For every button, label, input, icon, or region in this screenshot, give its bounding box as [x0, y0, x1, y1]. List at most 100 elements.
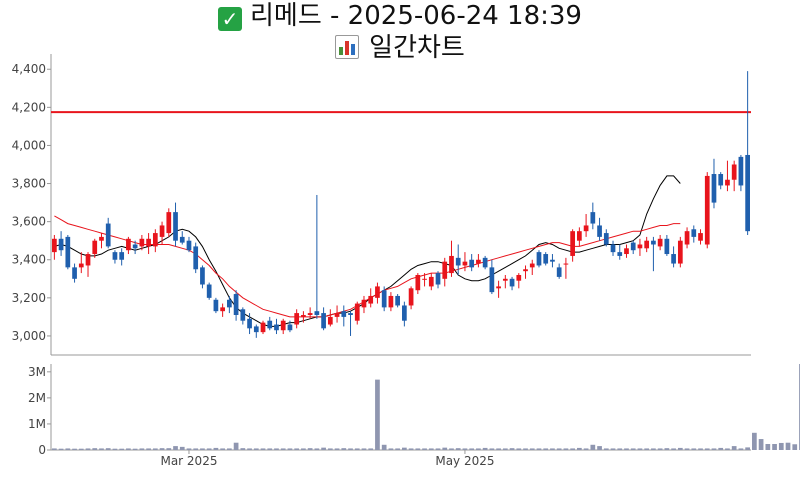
volume-bar: [489, 448, 495, 450]
volume-bar: [395, 448, 400, 450]
volume-bar: [327, 448, 333, 450]
volume-bar: [617, 448, 623, 450]
candle-body: [704, 175, 710, 245]
price-y-tick-label: 4,200: [12, 100, 46, 114]
candle-body: [408, 288, 414, 306]
volume-bar: [173, 446, 178, 450]
candle-body: [361, 299, 367, 308]
volume-bar: [758, 439, 764, 450]
volume-bar: [132, 448, 138, 450]
volume-bar: [233, 442, 239, 450]
candle-body: [220, 307, 225, 312]
candle-body: [307, 313, 313, 315]
candle-body: [556, 267, 562, 277]
volume-bar: [476, 448, 481, 450]
candle-body: [58, 238, 64, 251]
candle-body: [334, 313, 340, 317]
price-y-tick-label: 4,000: [12, 138, 46, 152]
candle-body: [536, 252, 542, 266]
volume-bar: [785, 442, 791, 450]
volume-bar: [725, 448, 730, 450]
volume-bar: [624, 448, 629, 450]
title-text: 리메드 - 2025-06-24 18:39: [250, 1, 582, 31]
volume-bar: [664, 448, 670, 450]
candle-body: [422, 278, 427, 280]
candle-body: [348, 313, 353, 315]
volume-bar: [186, 448, 192, 450]
volume-bar: [78, 448, 84, 450]
candle-body: [159, 225, 165, 237]
volume-bar: [637, 448, 643, 450]
candle-body: [206, 284, 212, 298]
candle-body: [630, 242, 636, 251]
candle-body: [449, 255, 454, 274]
volume-bar: [368, 448, 374, 450]
volume-bar: [765, 444, 771, 450]
candle-body: [597, 225, 602, 237]
volume-bar: [671, 448, 676, 450]
candle-body: [341, 311, 347, 317]
candle-body: [502, 278, 508, 281]
moving-average-short-line: [54, 175, 681, 327]
candle-body: [402, 305, 407, 321]
volume-bar: [529, 448, 535, 450]
volume-bar: [280, 448, 286, 450]
volume-bar: [731, 446, 737, 450]
candle-body: [173, 212, 178, 241]
candle-body: [227, 299, 232, 308]
volume-bar: [408, 448, 414, 450]
candle-body: [637, 244, 643, 249]
volume-bar: [778, 442, 784, 450]
candle-body: [119, 252, 125, 260]
volume-bar: [348, 448, 353, 450]
candle-body: [516, 274, 522, 281]
candle-body: [691, 229, 697, 237]
volume-bar: [610, 448, 616, 450]
volume-bar: [314, 448, 320, 450]
candle-body: [193, 246, 199, 270]
volume-bar: [227, 448, 232, 450]
candle-body: [179, 236, 185, 243]
volume-bar: [422, 448, 427, 450]
candle-body: [711, 174, 717, 203]
volume-bar: [509, 448, 515, 450]
candle-body: [677, 240, 683, 264]
candle-body: [624, 248, 629, 255]
candle-body: [583, 225, 589, 232]
candle-body: [321, 313, 326, 329]
volume-bar: [213, 447, 219, 450]
candle-body: [72, 267, 77, 279]
candle-body: [718, 174, 724, 186]
candle-body: [455, 257, 461, 266]
candle-body: [213, 299, 219, 312]
volume-bar: [718, 447, 724, 450]
candle-body: [233, 294, 239, 315]
volume-bar: [698, 448, 703, 450]
volume-bar: [381, 444, 387, 450]
volume-bar: [442, 447, 448, 450]
volume-bar: [435, 448, 441, 450]
candle-body: [684, 231, 690, 245]
volume-bar: [556, 448, 562, 450]
candle-body: [112, 252, 118, 260]
volume-bar: [99, 448, 104, 450]
volume-bar: [657, 448, 663, 450]
candle-body: [476, 259, 481, 264]
volume-bar: [267, 448, 273, 450]
volume-bar: [684, 448, 690, 450]
candle-body: [260, 322, 266, 333]
candle-body: [523, 269, 528, 272]
candle-body: [731, 164, 737, 180]
volume-y-tick-label: 0: [38, 443, 46, 457]
candle-body: [570, 231, 575, 256]
candle-body: [375, 286, 380, 298]
volume-bar: [428, 448, 434, 450]
volume-bar: [577, 447, 582, 450]
candle-body: [186, 240, 192, 251]
candle-body: [368, 295, 374, 304]
volume-bar: [375, 379, 380, 450]
candle-body: [354, 303, 360, 321]
volume-bar: [455, 448, 461, 450]
volume-bar: [274, 448, 279, 450]
